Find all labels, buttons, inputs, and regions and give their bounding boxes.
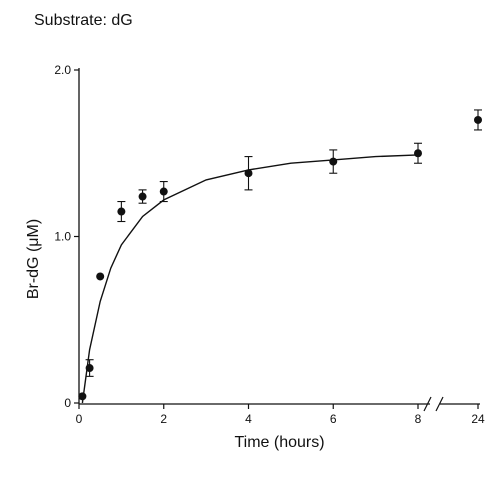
x-tick-label: 2	[160, 412, 167, 426]
data-point	[244, 169, 253, 178]
data-point	[138, 192, 147, 201]
fit-curve	[81, 154, 419, 404]
data-point	[159, 187, 168, 196]
x-tick-label: 4	[245, 412, 252, 426]
y-tick-label: 1.0	[54, 230, 71, 244]
data-point	[329, 157, 338, 166]
data-point	[78, 392, 87, 401]
data-point	[96, 272, 105, 281]
y-tick-label: 0	[64, 396, 71, 410]
data-point	[474, 115, 482, 124]
chart-title: Substrate: dG	[34, 12, 133, 29]
data-point	[414, 149, 422, 158]
data-point	[117, 207, 126, 216]
x-tick-label: 0	[76, 412, 83, 426]
x-axis-label: Time (hours)	[234, 434, 325, 451]
y-tick-label: 2.0	[54, 63, 71, 77]
x-tick-label: 8	[415, 412, 422, 426]
data-point	[85, 364, 94, 373]
x-tick-label: 24	[471, 412, 485, 426]
axis-break-mark	[435, 396, 444, 412]
axis-break-mark	[423, 396, 432, 412]
x-tick-label: 6	[330, 412, 337, 426]
